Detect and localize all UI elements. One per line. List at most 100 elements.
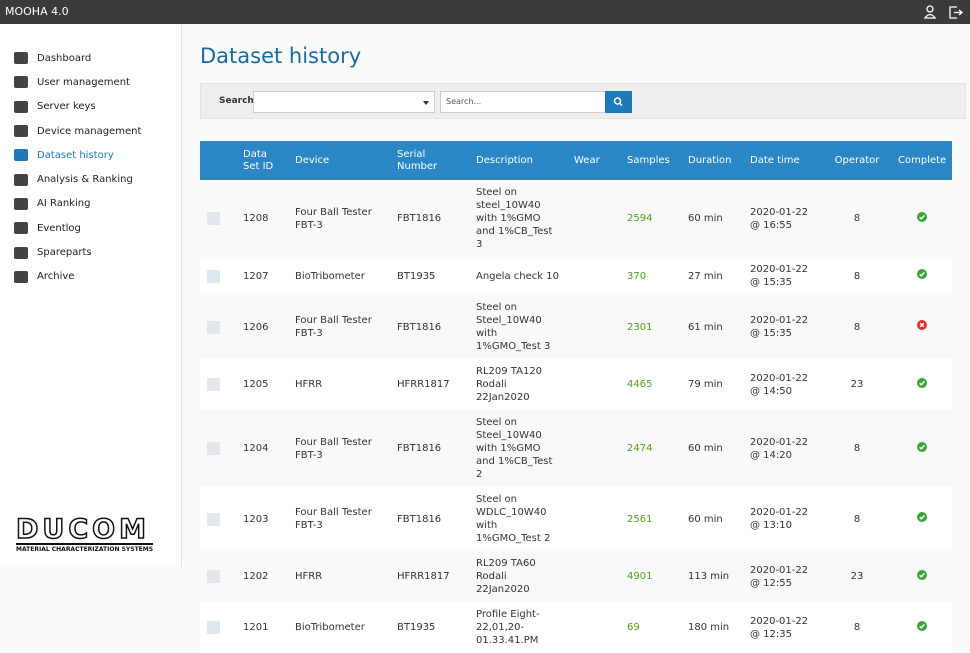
nav-label: Device management [37, 125, 142, 137]
operator-cell: 8 [823, 602, 891, 653]
nav-item[interactable]: Eventlog [14, 216, 141, 240]
complete-icon [916, 569, 927, 580]
complete-cell [891, 257, 952, 295]
table-row: 1208 Four Ball Tester FBT-3 FBT1816 Steel o… [200, 180, 952, 257]
operator-cell: 8 [823, 257, 891, 295]
id-cell: 1205 [236, 359, 288, 410]
datetime-cell: 2020-01-22 @ 12:55 [743, 551, 823, 602]
datetime-cell: 2020-01-22 @ 12:35 [743, 602, 823, 653]
select-cell [200, 487, 236, 551]
duration-cell: 180 min [681, 602, 743, 653]
select-cell [200, 551, 236, 602]
serial-cell: FBT1816 [390, 295, 469, 359]
id-cell: 1206 [236, 295, 288, 359]
wear-cell [567, 410, 620, 487]
column-header: Description [469, 141, 567, 180]
samples-cell: 2594 [620, 180, 681, 257]
row-checkbox[interactable] [207, 570, 220, 583]
search-panel: Search Search... [200, 83, 966, 119]
operator-cell: 8 [823, 295, 891, 359]
description-cell: Steel on WDLC_10W40 with 1%GMO_Test 2 [469, 487, 567, 551]
nav-item[interactable]: Spareparts [14, 240, 141, 264]
column-header: Device [288, 141, 390, 180]
complete-icon [916, 269, 927, 279]
device-cell: Four Ball Tester FBT-3 [288, 295, 390, 359]
nav-item[interactable]: Server keys [14, 95, 141, 119]
duration-cell: 27 min [681, 257, 743, 295]
row-checkbox[interactable] [207, 269, 220, 283]
complete-icon [916, 320, 927, 330]
description-cell: Steel on Steel_10W40 with 1%GMO_Test 3 [469, 295, 567, 359]
nav-icon [14, 76, 28, 89]
datetime-cell: 2020-01-22 @ 15:35 [743, 257, 823, 295]
operator-cell: 8 [823, 410, 891, 487]
id-cell: 1201 [236, 602, 288, 653]
complete-icon [916, 211, 927, 222]
datetime-cell: 2020-01-22 @ 14:20 [743, 410, 823, 487]
table-row: 1201 BioTribometer BT1935 Profile Eight-22,… [200, 602, 952, 653]
row-checkbox[interactable] [207, 512, 220, 526]
id-cell: 1204 [236, 410, 288, 487]
nav-icon [14, 100, 28, 113]
nav-item[interactable]: Device management [14, 119, 141, 143]
dataset-table: Data Set ID Device Serial Number Descriptio… [200, 141, 952, 653]
table-row: 1203 Four Ball Tester FBT-3 FBT1816 Steel o… [200, 487, 952, 551]
duration-cell: 113 min [681, 551, 743, 602]
nav-item[interactable]: Analysis & Ranking [14, 167, 141, 191]
device-select[interactable] [253, 91, 435, 113]
id-cell: 1208 [236, 180, 288, 257]
nav-item[interactable]: Dataset history [14, 143, 141, 167]
nav-label: Archive [37, 271, 75, 283]
serial-cell: BT1935 [390, 257, 469, 295]
row-checkbox[interactable] [207, 442, 220, 455]
nav-icon [14, 149, 28, 162]
nav-icon [14, 173, 28, 186]
table-row: 1205 HFRR HFRR1817 RL209 TA120 Rodali 22Jan… [200, 359, 952, 410]
serial-cell: HFRR1817 [390, 359, 469, 410]
search-button[interactable] [605, 91, 632, 113]
complete-icon [916, 377, 927, 388]
id-cell: 1202 [236, 551, 288, 602]
operator-cell: 23 [823, 359, 891, 410]
row-checkbox[interactable] [207, 621, 220, 634]
column-header: Duration [681, 141, 743, 180]
device-cell: Four Ball Tester FBT-3 [288, 487, 390, 551]
table-row: 1204 Four Ball Tester FBT-3 FBT1816 Steel o… [200, 410, 952, 487]
search-input[interactable]: Search... [440, 91, 606, 113]
datetime-cell: 2020-01-22 @ 14:50 [743, 359, 823, 410]
duration-cell: 61 min [681, 295, 743, 359]
description-cell: RL209 TA60 Rodali 22Jan2020 [469, 551, 567, 602]
wear-cell [567, 487, 620, 551]
top-bar: MOOHA 4.0 [0, 0, 970, 24]
complete-cell [891, 359, 952, 410]
description-cell: Steel on Steel_10W40 with 1%GMO and 1%CB… [469, 410, 567, 487]
operator-cell: 8 [823, 180, 891, 257]
complete-cell [891, 487, 952, 551]
device-cell: Four Ball Tester FBT-3 [288, 180, 390, 257]
wear-cell [567, 551, 620, 602]
page-title: Dataset history [200, 44, 362, 68]
description-cell: Angela check 10 [469, 257, 567, 295]
select-cell [200, 359, 236, 410]
search-label: Search [219, 96, 254, 106]
row-checkbox[interactable] [207, 378, 220, 391]
row-checkbox[interactable] [207, 212, 220, 225]
nav-item[interactable]: AI Ranking [14, 192, 141, 216]
column-header: Date time [743, 141, 823, 180]
nav-item[interactable]: Archive [14, 265, 141, 289]
operator-cell: 23 [823, 551, 891, 602]
device-cell: HFRR [288, 359, 390, 410]
nav-icon [14, 246, 28, 259]
select-cell [200, 602, 236, 653]
wear-cell [567, 295, 620, 359]
samples-cell: 2301 [620, 295, 681, 359]
nav-item[interactable]: Dashboard [14, 46, 141, 70]
operator-cell: 8 [823, 487, 891, 551]
nav-label: Analysis & Ranking [37, 174, 133, 186]
column-header: Samples [620, 141, 681, 180]
nav-item[interactable]: User management [14, 70, 141, 94]
duration-cell: 60 min [681, 410, 743, 487]
row-checkbox[interactable] [207, 320, 220, 334]
nav-label: AI Ranking [37, 198, 91, 210]
